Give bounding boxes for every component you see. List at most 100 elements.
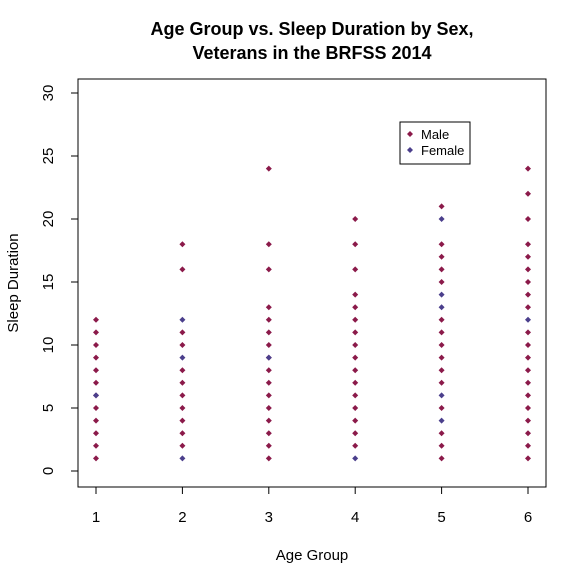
data-point-male: [179, 417, 186, 424]
data-point-male: [93, 405, 99, 411]
data-point-male: [93, 354, 99, 361]
data-point-male: [265, 442, 272, 449]
data-point-male: [179, 367, 186, 374]
data-point-male: [352, 367, 359, 374]
data-point-male: [265, 417, 272, 424]
x-axis-label: Age Group: [276, 547, 349, 564]
legend-marker-male: [407, 131, 413, 137]
data-point-male: [438, 279, 445, 285]
data-point-male: [438, 455, 445, 462]
x-tick-label: 3: [265, 509, 273, 526]
data-point-male: [525, 165, 531, 172]
data-point-male: [525, 253, 531, 260]
legend: Male Female: [399, 121, 471, 165]
y-tick-label: 30: [40, 85, 57, 102]
data-point-male: [265, 342, 272, 348]
data-point-male: [352, 329, 359, 336]
data-point-male: [93, 430, 99, 437]
data-point-male: [438, 203, 445, 210]
y-axis-label: Sleep Duration: [5, 233, 22, 332]
data-point-male: [438, 405, 445, 411]
data-point-male: [525, 291, 531, 298]
data-point-male: [525, 304, 531, 311]
data-point-male: [352, 354, 359, 361]
data-point-male: [525, 342, 531, 348]
series-female: [93, 216, 531, 462]
x-axis: 1 2 3 4 5 6: [92, 486, 532, 526]
data-point-male: [438, 379, 445, 386]
data-point-male: [525, 190, 531, 197]
data-point-male: [179, 266, 186, 273]
data-point-male: [265, 367, 272, 374]
data-point-male: [265, 241, 272, 248]
data-point-male: [352, 379, 359, 386]
data-point-male: [352, 417, 359, 424]
data-point-male: [352, 342, 359, 348]
data-point-male: [265, 165, 272, 172]
data-point-male: [93, 417, 99, 424]
data-point-male: [265, 316, 272, 323]
data-point-male: [352, 216, 359, 222]
data-point-male: [352, 304, 359, 311]
data-point-male: [265, 405, 272, 411]
data-point-male: [525, 430, 531, 437]
data-point-male: [525, 241, 531, 248]
data-point-male: [438, 253, 445, 260]
data-point-male: [352, 442, 359, 449]
data-point-male: [179, 241, 186, 248]
y-tick-label: 15: [40, 274, 57, 291]
data-point-male: [525, 392, 531, 399]
data-point-male: [525, 216, 531, 222]
data-point-male: [352, 291, 359, 298]
data-point-male: [438, 367, 445, 374]
data-point-male: [438, 354, 445, 361]
data-point-male: [438, 342, 445, 348]
y-tick-label: 5: [40, 404, 57, 412]
data-point-female: [179, 354, 186, 361]
data-point-male: [265, 304, 272, 311]
data-point-male: [438, 430, 445, 437]
data-point-male: [265, 430, 272, 437]
plot-frame: [77, 78, 547, 488]
data-point-male: [525, 379, 531, 386]
data-point-male: [179, 329, 186, 336]
data-point-female: [265, 354, 272, 361]
data-point-male: [352, 316, 359, 323]
data-point-male: [179, 392, 186, 399]
data-point-male: [179, 405, 186, 411]
y-tick-label: 10: [40, 337, 57, 354]
data-point-male: [93, 442, 99, 449]
data-point-female: [93, 392, 99, 399]
data-point-male: [525, 417, 531, 424]
data-point-male: [93, 329, 99, 336]
data-point-male: [525, 329, 531, 336]
data-point-female: [438, 392, 445, 399]
y-axis: 0 5 10 15 20 25 30: [40, 85, 79, 475]
data-point-male: [438, 316, 445, 323]
data-point-male: [93, 379, 99, 386]
data-point-male: [438, 241, 445, 248]
data-point-male: [352, 405, 359, 411]
data-point-male: [525, 367, 531, 374]
data-point-female: [179, 455, 186, 462]
data-point-male: [352, 392, 359, 399]
data-points: [93, 165, 531, 462]
data-point-male: [179, 442, 186, 449]
data-point-male: [525, 442, 531, 449]
legend-box: [399, 121, 471, 165]
series-male: [93, 165, 531, 462]
data-point-female: [179, 316, 186, 323]
data-point-male: [525, 405, 531, 411]
legend-label-female: Female: [421, 143, 464, 158]
data-point-male: [525, 455, 531, 462]
data-point-female: [352, 455, 359, 462]
data-point-male: [265, 329, 272, 336]
data-point-male: [438, 442, 445, 449]
x-tick-label: 5: [437, 509, 445, 526]
data-point-male: [438, 329, 445, 336]
data-point-female: [438, 216, 445, 222]
data-point-male: [525, 266, 531, 273]
data-point-female: [525, 316, 531, 323]
data-point-male: [352, 430, 359, 437]
